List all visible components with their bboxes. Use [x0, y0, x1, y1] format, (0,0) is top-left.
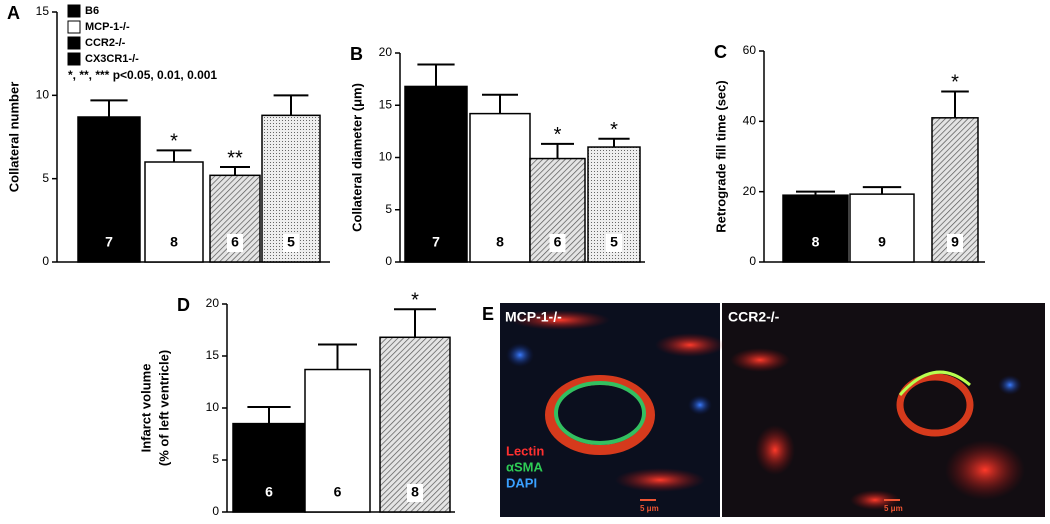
error-bar: [862, 186, 902, 195]
stain-label: DAPI: [506, 475, 537, 490]
error-bar: [796, 190, 835, 196]
stain-label: αSMA: [506, 459, 543, 474]
y-axis-label: (% of left ventricle): [156, 350, 171, 466]
n-label-box: [947, 234, 963, 252]
significance: *: [170, 131, 178, 153]
bar: [144, 161, 204, 263]
n-label: 7: [105, 234, 113, 250]
y-tick-label: 5: [212, 452, 219, 466]
n-label: 9: [951, 234, 959, 250]
y-tick-label: 40: [743, 114, 757, 128]
n-label-box: [283, 234, 299, 252]
n-label: 6: [231, 234, 239, 250]
n-label: 8: [411, 484, 419, 500]
y-axis-label: Retrograde fill time (sec): [713, 80, 728, 232]
n-label-box: [549, 234, 566, 252]
bar: [304, 368, 371, 513]
error-bar: [318, 343, 357, 370]
n-label: 6: [334, 484, 342, 500]
error-bar: [941, 90, 969, 118]
panel-label: E: [482, 304, 494, 324]
note: *, **, *** p<0.05, 0.01, 0.001: [68, 68, 217, 82]
error-bar: [220, 166, 250, 176]
image-panel: E MCP-1-/- CCR2-/- Lectin αSMA DAPI 5 μm…: [482, 303, 1045, 517]
legend-swatch: [67, 36, 81, 50]
n-label: 9: [878, 234, 886, 250]
y-tick-label: 0: [42, 254, 49, 268]
y-tick-label: 15: [36, 4, 50, 18]
significance: *: [411, 289, 419, 311]
bar: [77, 116, 141, 263]
significance: *: [951, 72, 959, 94]
n-label-box: [606, 234, 622, 252]
y-tick-label: 20: [379, 45, 393, 59]
bar: [379, 336, 451, 513]
error-bar: [156, 149, 192, 162]
y-tick-label: 15: [379, 97, 393, 111]
n-label: 8: [496, 234, 504, 250]
y-tick-label: 10: [379, 150, 393, 164]
stain-label: Lectin: [506, 443, 544, 458]
error-bar: [598, 137, 630, 148]
n-label-box: [227, 234, 243, 252]
n-label: 5: [610, 234, 618, 250]
panel-label: D: [177, 295, 190, 315]
significance: **: [227, 147, 243, 169]
error-bar: [541, 142, 574, 159]
n-label: 6: [265, 484, 273, 500]
y-tick-label: 20: [206, 296, 220, 310]
y-axis-label: Collateral diameter (μm): [349, 83, 364, 232]
error-bar: [90, 99, 128, 117]
panel-label: C: [714, 42, 727, 62]
error-bar: [394, 308, 436, 338]
y-tick-label: 15: [206, 348, 220, 362]
y-tick-label: 0: [749, 254, 756, 268]
legend-swatch: [67, 20, 81, 34]
legend-swatch: [67, 52, 81, 66]
y-tick-label: 5: [42, 171, 49, 185]
scale-label: 5 μm: [640, 504, 659, 513]
bar: [232, 422, 306, 513]
bar: [469, 112, 531, 263]
significance: *: [610, 119, 618, 141]
panel-label: A: [7, 3, 20, 23]
legend-label: CX3CR1-/-: [85, 53, 139, 65]
scale-label: 5 μm: [884, 504, 903, 513]
n-label: 8: [170, 234, 178, 250]
y-tick-label: 10: [36, 88, 50, 102]
legend-swatch: [67, 4, 81, 18]
n-label: 8: [812, 234, 820, 250]
y-tick-label: 5: [385, 202, 392, 216]
y-tick-label: 0: [385, 254, 392, 268]
bar: [404, 85, 468, 263]
y-axis-label: Infarct volume: [138, 364, 153, 453]
legend-label: MCP-1-/-: [85, 21, 130, 33]
n-label-box: [407, 484, 423, 502]
legend-label: CCR2-/-: [85, 37, 126, 49]
error-bar: [417, 63, 455, 87]
n-label: 6: [554, 234, 562, 250]
error-bar: [247, 405, 291, 424]
n-label: 5: [287, 234, 295, 250]
y-tick-label: 60: [743, 43, 757, 57]
error-bar: [482, 93, 518, 114]
y-tick-label: 20: [743, 184, 757, 198]
image-label: CCR2-/-: [728, 309, 780, 325]
bar: [849, 193, 915, 263]
bar: [782, 194, 849, 263]
image-label: MCP-1-/-: [505, 309, 562, 325]
y-tick-label: 0: [212, 504, 219, 518]
y-tick-label: 10: [206, 400, 220, 414]
error-bar: [273, 94, 309, 116]
y-axis-label: Collateral number: [6, 82, 21, 193]
legend-label: B6: [85, 5, 99, 17]
panel-label: B: [350, 44, 363, 64]
n-label: 7: [432, 234, 440, 250]
significance: *: [554, 124, 562, 146]
